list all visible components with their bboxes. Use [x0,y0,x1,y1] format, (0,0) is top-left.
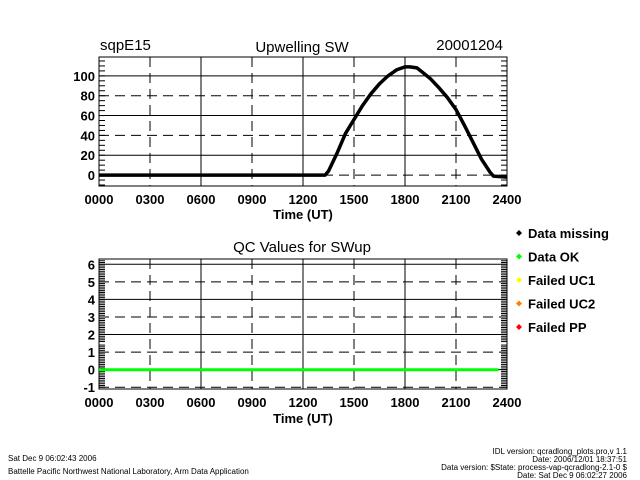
lower-x-tick-label: 1800 [391,395,420,410]
upper-x-tick-label: 1800 [391,192,420,207]
lower-chart: 0000 0300 0600 0900 1200 1500 1800 2100 2400 -1 0 1… [83,257,521,410]
data-version: Data version: $State: process-vap-qcradl… [441,463,627,472]
upper-x-tick-label: 0300 [136,192,165,207]
lower-plot-frame [98,258,508,390]
legend-entry-label: Data missing [528,226,609,241]
lower-x-tick-label: 1200 [289,395,318,410]
lower-y-tick-label: 5 [88,275,95,290]
upper-y-tick-label: 0 [88,168,95,183]
upper-x-tick-label: 1500 [340,192,369,207]
idl-version: IDL version: qcradlong_plots.pro,v 1.1 [493,447,628,456]
legend-marker-icon [516,324,522,330]
lower-y-tick-label: 1 [88,345,95,360]
organization: Battelle Pacific Northwest National Labo… [8,467,249,476]
lower-x-axis-label: Time (UT) [273,411,333,426]
lower-y-tick-label: 3 [88,310,95,325]
lower-x-tick-label: 1500 [340,395,369,410]
upper-series-line-swup [99,65,508,179]
lower-x-tick-label: 0600 [187,395,216,410]
legend-entry-label: Failed UC1 [528,273,595,288]
lower-y-tick-label: 2 [88,328,95,343]
upper-y-tick-label: 60 [81,109,95,124]
legend-marker-icon [516,230,522,236]
upper-y-tick-label: 80 [81,89,95,104]
lower-x-tick-label: 2400 [493,395,522,410]
upper-x-tick-label: 1200 [289,192,318,207]
legend-marker-icon [516,300,522,307]
upper-x-tick-label: 0600 [187,192,216,207]
upper-y-tick-label: 20 [81,148,95,163]
lower-x-tick-label: 2100 [442,395,471,410]
upper-chart-title: Upwelling SW [255,39,349,56]
legend-entry-label: Data OK [528,250,580,265]
legend-marker-icon [516,253,522,260]
idl-date: Date: 2006/12/01 18:37:51 [532,455,627,464]
legend: Data missing Data OK Failed UC1 Failed UC2 F… [516,226,609,335]
lower-y-tick-label: 6 [88,257,95,272]
upper-y-tick-label: 40 [81,128,95,143]
lower-y-tick-label: -1 [83,380,95,395]
upper-x-tick-label: 0000 [85,192,114,207]
lower-x-tick-label: 0000 [85,395,114,410]
upper-x-tick-label: 2100 [442,192,471,207]
upper-plot-frame [98,56,508,187]
date-label: 20001204 [436,37,503,54]
lower-y-tick-label: 4 [88,292,96,307]
upper-y-tick-label: 100 [73,69,95,84]
data-date: Date: Sat Dec 9 06:02:27 2006 [517,471,627,480]
legend-entry-label: Failed PP [528,320,587,335]
legend-entry-label: Failed UC2 [528,297,595,312]
lower-x-tick-label: 0900 [238,395,267,410]
upper-chart: 0000 0300 0600 0900 1200 1500 1800 2100 2400 0 20 4… [73,56,522,207]
upper-x-tick-label: 2400 [493,192,522,207]
upper-x-tick-label: 0900 [238,192,267,207]
run-date: Sat Dec 9 06:02:43 2006 [8,454,97,463]
lower-chart-title: QC Values for SWup [233,239,371,256]
legend-marker-icon [516,277,522,283]
site-label: sqpE15 [100,37,151,54]
upper-x-axis-label: Time (UT) [273,207,333,222]
lower-x-tick-label: 0300 [136,395,165,410]
lower-y-tick-label: 0 [88,363,95,378]
